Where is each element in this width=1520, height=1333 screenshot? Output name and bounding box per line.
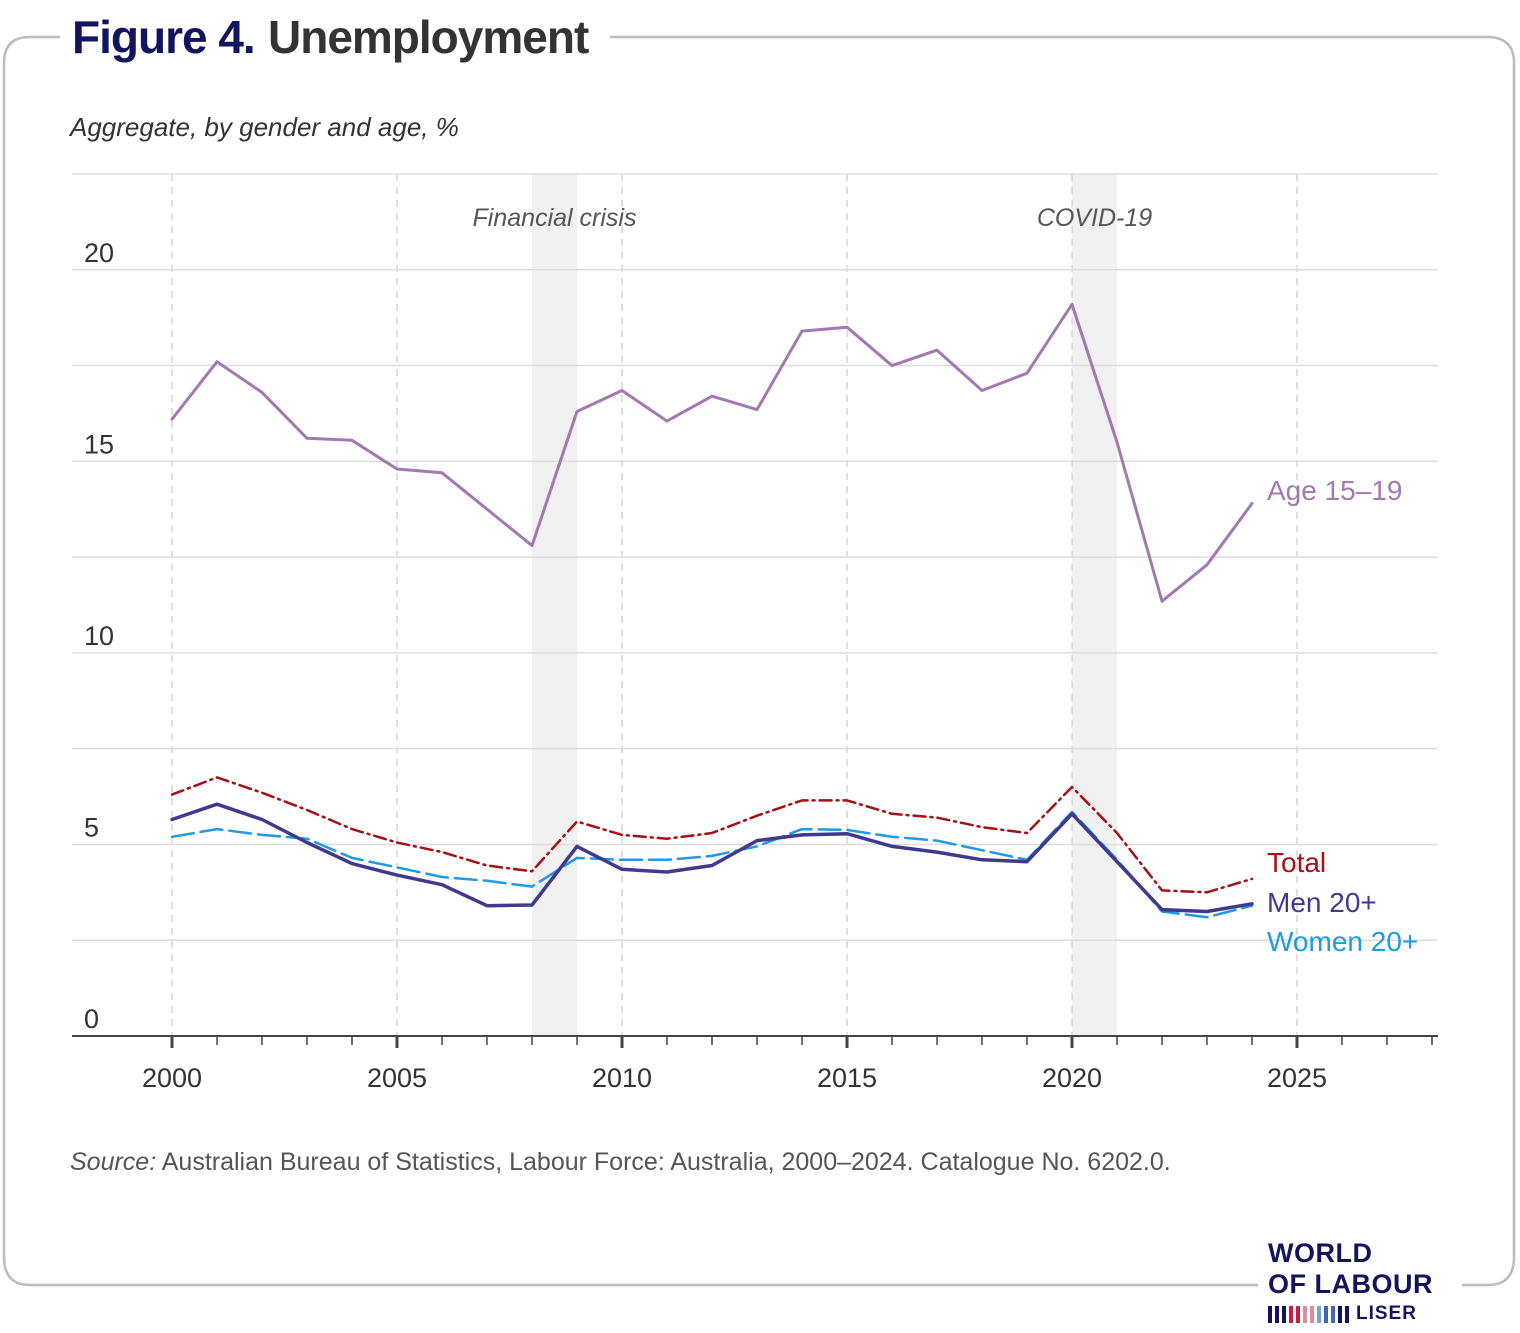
source-note: Source: Australian Bureau of Statistics,…: [70, 1148, 1171, 1177]
x-tick-label-2020: 2020: [1042, 1063, 1102, 1093]
series-line-women: [170, 810, 1254, 919]
vertical-gridlines: [171, 174, 1298, 1036]
series-label-age: Age 15–19: [1267, 475, 1402, 506]
shaded-period-1: [1072, 174, 1117, 1036]
y-tick-label-15: 15: [84, 429, 114, 459]
chart-subtitle: Aggregate, by gender and age, %: [70, 112, 459, 142]
y-tick-label-10: 10: [84, 621, 114, 651]
shaded-period-labels: Financial crisis COVID-19: [473, 204, 1153, 232]
source-label: Source:: [70, 1148, 157, 1176]
shaded-period-label-0: Financial crisis: [473, 204, 637, 232]
shaded-period-label-1: COVID-19: [1037, 204, 1152, 232]
series-labels: Age 15–19 Total Men 20+ Women 20+: [1267, 475, 1418, 957]
series-label-men: Men 20+: [1267, 887, 1377, 918]
logo-liser-text: LISER: [1356, 1303, 1417, 1324]
logo-line-liser: LISER: [1268, 1302, 1468, 1326]
y-tick-label-5: 5: [84, 812, 99, 842]
x-tick-label-2025: 2025: [1267, 1063, 1327, 1093]
x-tick-label-2015: 2015: [817, 1063, 877, 1093]
shaded-periods: [532, 174, 1117, 1036]
figure-title: Unemployment: [268, 11, 589, 63]
world-of-labour-logo: WORLD OF LABOUR LISER: [1268, 1238, 1468, 1326]
x-tick-labels: 2000 2005 2010 2015 2020 2025: [142, 1063, 1327, 1093]
y-tick-labels: 0 5 10 15 20: [84, 238, 114, 1034]
x-tick-label-2005: 2005: [367, 1063, 427, 1093]
source-text: Australian Bureau of Statistics, Labour …: [156, 1148, 1171, 1176]
horizontal-gridlines: [72, 173, 1438, 941]
series-label-total: Total: [1267, 847, 1326, 878]
x-axis: [72, 1035, 1438, 1048]
logo-line-world: WORLD: [1268, 1238, 1373, 1268]
shaded-period-0: [532, 174, 577, 1036]
figure-number: Figure 4.: [72, 11, 256, 63]
y-tick-label-0: 0: [84, 1004, 99, 1034]
logo-line-of-labour: OF LABOUR: [1268, 1269, 1433, 1299]
series-line-total: [170, 776, 1254, 894]
series-line-men: [170, 802, 1254, 914]
series-label-women: Women 20+: [1267, 926, 1418, 957]
y-tick-label-20: 20: [84, 238, 114, 268]
x-tick-label-2010: 2010: [592, 1063, 652, 1093]
series-line-age: [170, 302, 1254, 603]
series-lines: [170, 302, 1254, 919]
x-tick-label-2000: 2000: [142, 1063, 202, 1093]
